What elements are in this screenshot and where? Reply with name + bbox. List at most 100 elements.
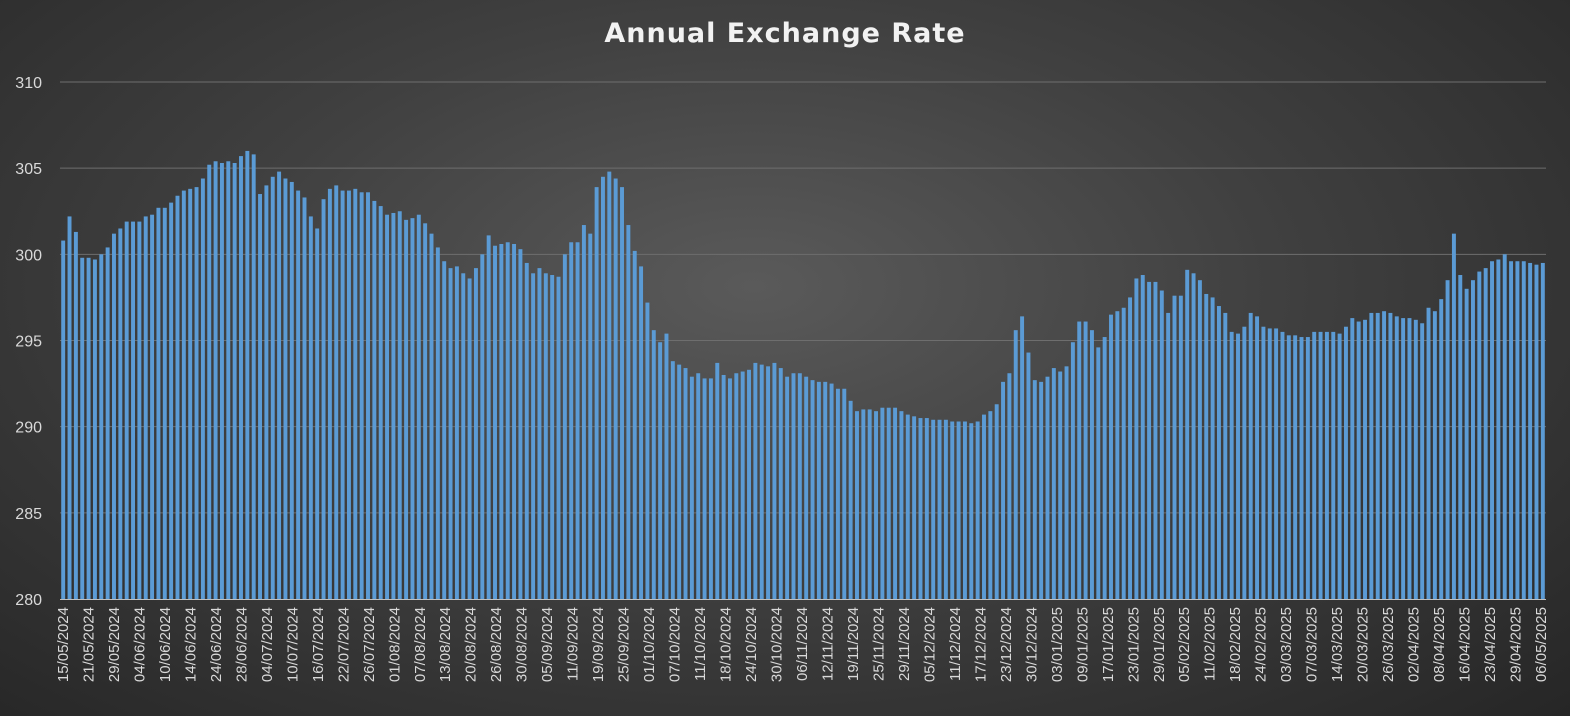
bar (842, 388, 847, 599)
bar (1445, 280, 1450, 599)
y-tick-label: 295 (15, 334, 42, 351)
bar (73, 231, 78, 599)
bar (150, 214, 155, 599)
x-tick-label: 24/10/2024 (743, 607, 760, 682)
x-tick-label: 30/10/2024 (769, 607, 786, 682)
bar (143, 216, 148, 600)
bar (620, 187, 624, 599)
bar (1331, 331, 1336, 599)
bar (994, 404, 999, 599)
bar (677, 364, 682, 599)
bar (1426, 307, 1431, 599)
bar (1509, 261, 1514, 599)
bar (340, 190, 345, 599)
bar (1045, 376, 1050, 599)
bar (1515, 261, 1520, 599)
x-tick-label: 04/06/2024 (131, 607, 148, 682)
bar (435, 247, 440, 599)
bar (1109, 314, 1113, 599)
bar (702, 378, 707, 599)
x-tick-label: 24/06/2024 (208, 607, 225, 682)
bar (1178, 295, 1183, 599)
bar (1083, 321, 1088, 599)
bar (524, 262, 529, 599)
bar (1267, 328, 1272, 599)
bar (1058, 371, 1063, 599)
bar (1413, 319, 1418, 599)
bar (423, 223, 428, 599)
bar (1147, 281, 1152, 599)
bar (1077, 321, 1082, 599)
y-tick-label: 290 (15, 420, 42, 437)
bar (112, 233, 116, 599)
bar (639, 266, 644, 599)
bar (131, 221, 135, 599)
bar (1350, 318, 1355, 599)
bar (302, 197, 307, 599)
bar (80, 257, 85, 599)
y-axis-tick-labels: 280 285 290 295 300 305 310 (15, 75, 42, 609)
bar (499, 243, 504, 600)
x-tick-label: 28/06/2024 (233, 607, 250, 682)
bar (1210, 297, 1215, 599)
x-tick-label: 09/01/2025 (1074, 607, 1091, 682)
bar (1521, 261, 1526, 599)
bar (632, 250, 637, 599)
bar (931, 419, 936, 599)
bar (816, 381, 821, 599)
x-tick-label: 10/07/2024 (284, 607, 301, 682)
bar (67, 216, 72, 600)
bar (366, 192, 370, 600)
chart-title: Annual Exchange Rate (604, 18, 966, 49)
bar (175, 195, 180, 600)
bar (1483, 268, 1488, 599)
bar (1439, 299, 1444, 599)
bar (829, 383, 834, 599)
bar (670, 361, 675, 599)
bar (1172, 295, 1177, 599)
bar (893, 407, 898, 599)
bar (213, 161, 218, 599)
bar (950, 421, 955, 599)
x-tick-label: 26/03/2025 (1380, 607, 1397, 682)
bar (861, 409, 866, 599)
x-tick-label: 23/04/2025 (1482, 607, 1499, 682)
bar (226, 161, 231, 599)
bar (1407, 318, 1412, 599)
bar (899, 411, 904, 599)
bar (512, 243, 517, 600)
bar (740, 371, 745, 599)
x-tick-label: 16/04/2025 (1457, 607, 1474, 682)
bar (956, 421, 961, 599)
bar (600, 176, 605, 599)
bar (747, 369, 751, 599)
bar (162, 207, 167, 600)
bar (1363, 319, 1367, 599)
x-tick-label: 03/01/2025 (1049, 607, 1066, 682)
x-tick-label: 07/03/2025 (1304, 607, 1321, 682)
bar (181, 190, 186, 599)
x-tick-label: 02/04/2025 (1406, 607, 1423, 682)
bar (759, 364, 764, 599)
bar (1464, 288, 1469, 599)
bar (855, 411, 859, 599)
x-tick-label: 06/05/2025 (1533, 607, 1550, 682)
bar (289, 181, 294, 599)
bar (1096, 347, 1101, 599)
x-tick-label: 11/10/2024 (692, 607, 709, 681)
bar (86, 257, 91, 599)
bar (327, 188, 332, 599)
bar (454, 266, 459, 599)
bar (264, 185, 269, 599)
bar (1312, 331, 1317, 599)
bar (543, 273, 548, 599)
bar (823, 381, 828, 599)
x-tick-label: 29/11/2024 (896, 607, 913, 681)
bar (1255, 316, 1260, 599)
x-tick-label: 29/04/2025 (1508, 607, 1525, 682)
bar (1039, 381, 1044, 599)
bar (251, 154, 256, 599)
x-tick-label: 04/07/2024 (259, 607, 276, 682)
